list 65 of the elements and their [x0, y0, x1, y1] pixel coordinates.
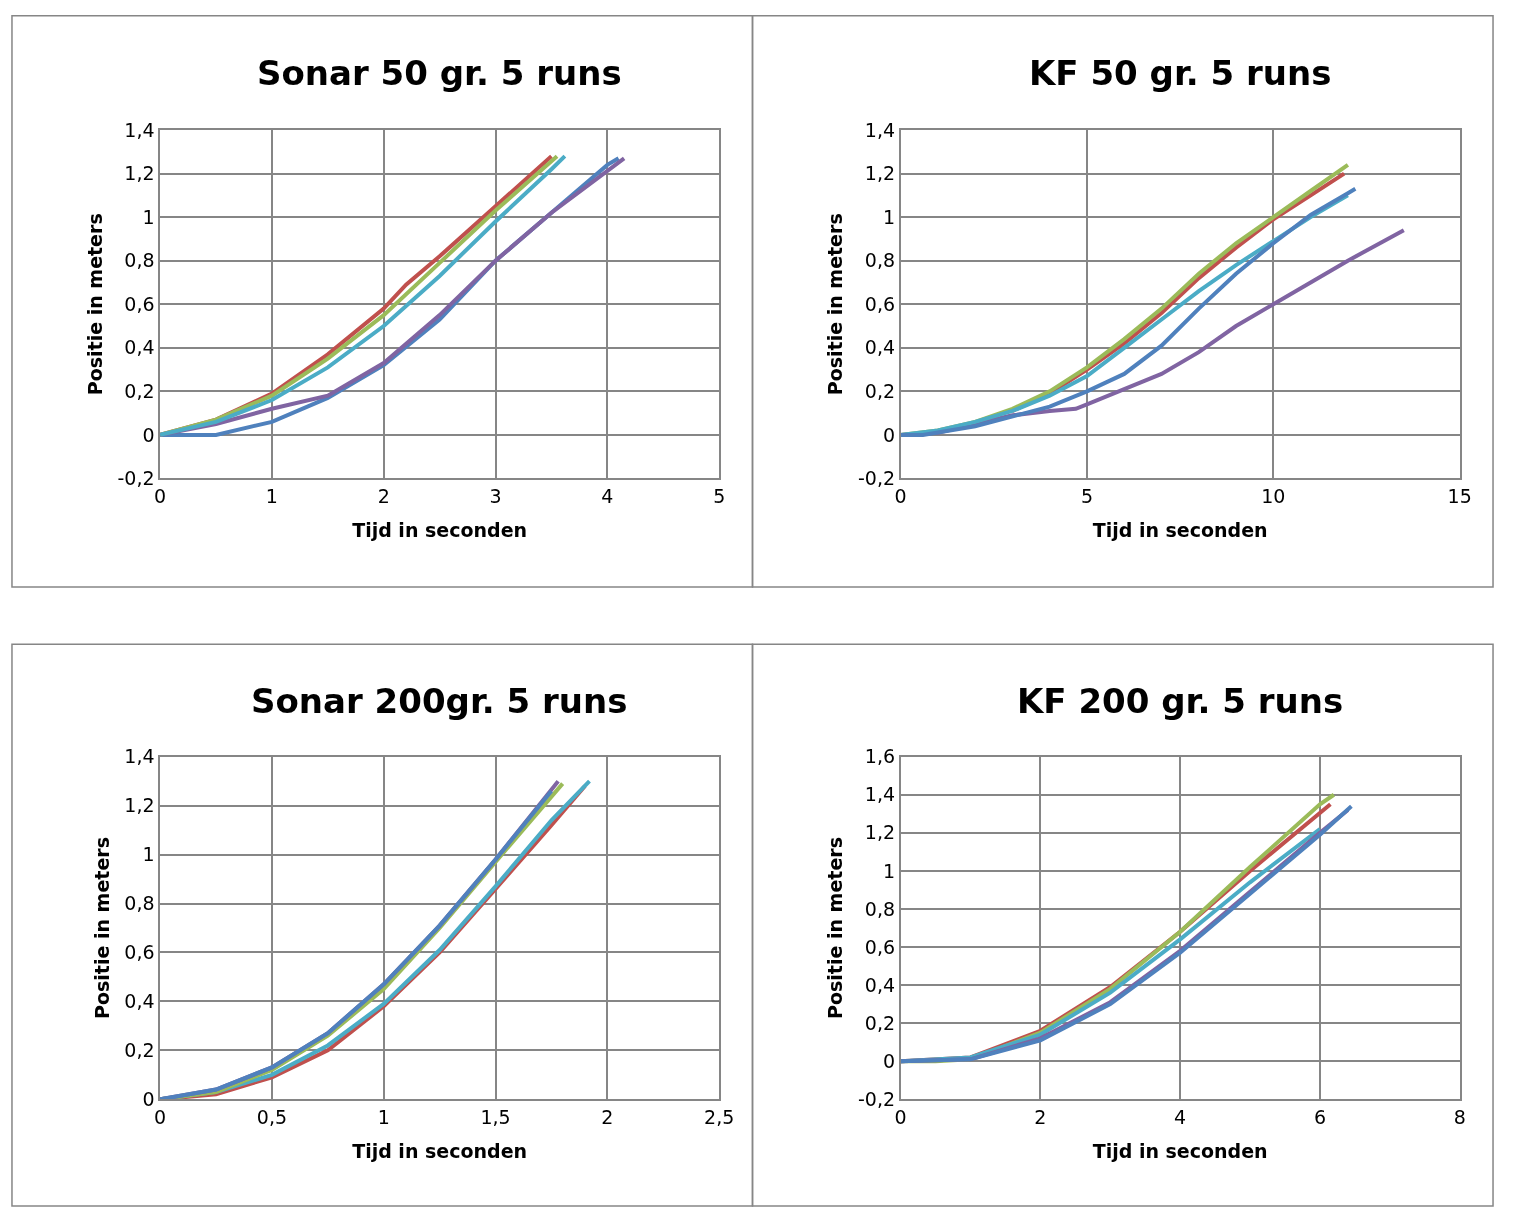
x-axis-title: Tijd in seconden — [1092, 1140, 1268, 1163]
x-axis-title: Tijd in seconden — [352, 1140, 528, 1163]
x-tick-label: 3 — [489, 485, 502, 508]
y-tick-label: 1,2 — [864, 162, 896, 185]
y-axis-title: Positie in meters — [83, 213, 106, 396]
y-tick-label: 0,8 — [864, 249, 896, 272]
y-tick-label: 1 — [882, 205, 896, 228]
chart-title: KF 200 gr. 5 runs — [1017, 681, 1344, 721]
y-tick-label: 1,4 — [124, 745, 155, 768]
x-tick-label: 2 — [377, 485, 390, 508]
y-tick-label: 0,4 — [124, 336, 155, 359]
y-tick-label: 0,4 — [864, 973, 896, 996]
y-tick-label: 0,8 — [124, 249, 155, 272]
y-tick-label: 0,4 — [864, 336, 896, 359]
y-tick-label: 0,6 — [124, 292, 155, 315]
y-axis-title: Positie in meters — [824, 213, 847, 396]
x-tick-label: 4 — [601, 485, 614, 508]
chart-title: Sonar 50 gr. 5 runs — [257, 53, 622, 93]
y-tick-label: 1,6 — [864, 745, 896, 768]
y-tick-label: 1 — [142, 843, 155, 866]
y-tick-label: 0,6 — [124, 941, 155, 964]
y-tick-label: 0,4 — [124, 990, 155, 1013]
y-tick-label: 0,2 — [124, 1038, 155, 1061]
x-tick-label: 15 — [1447, 485, 1472, 508]
x-tick-label: 2 — [601, 1105, 614, 1128]
y-tick-label: -0,2 — [857, 467, 896, 490]
y-tick-label: 0 — [882, 423, 896, 446]
x-tick-label: 1 — [377, 1105, 390, 1128]
y-tick-label: 0,2 — [124, 380, 155, 402]
y-tick-label: 0,8 — [124, 892, 155, 915]
x-tick-label: 5 — [713, 485, 726, 508]
y-tick-label: 1 — [882, 859, 896, 882]
x-tick-label: 6 — [1313, 1105, 1326, 1128]
chart-title: Sonar 200gr. 5 runs — [251, 681, 628, 721]
y-tick-label: 0,2 — [864, 380, 896, 402]
x-tick-label: 8 — [1453, 1105, 1466, 1128]
y-tick-label: -0,2 — [117, 467, 155, 490]
x-tick-label: 0,5 — [256, 1105, 288, 1128]
y-tick-label: 1,4 — [864, 118, 896, 141]
y-tick-label: 1,4 — [864, 783, 896, 806]
y-tick-label: 0,8 — [864, 897, 896, 920]
y-tick-label: 1,2 — [124, 794, 155, 817]
y-tick-label: -0,2 — [857, 1087, 896, 1110]
y-tick-label: 1,2 — [124, 162, 155, 185]
x-tick-label: 10 — [1261, 485, 1286, 508]
y-tick-label: 0,6 — [864, 292, 896, 315]
y-tick-label: 0 — [142, 423, 155, 446]
y-tick-label: 0,6 — [864, 935, 896, 958]
y-tick-label: 0,2 — [864, 1011, 896, 1034]
y-tick-label: 1 — [142, 205, 155, 228]
y-tick-label: 0 — [142, 1087, 155, 1110]
chart-title: KF 50 gr. 5 runs — [1029, 53, 1332, 93]
x-tick-label: 5 — [1080, 485, 1094, 508]
x-axis-title: Tijd in seconden — [1092, 519, 1268, 542]
y-axis-title: Positie in meters — [90, 837, 113, 1019]
y-axis-title: Positie in meters — [824, 837, 847, 1019]
x-tick-label: 4 — [1174, 1105, 1187, 1128]
x-tick-label: 1,5 — [480, 1105, 511, 1128]
x-tick-label: 2,5 — [704, 1105, 735, 1128]
y-tick-label: 1,4 — [124, 118, 155, 141]
x-tick-label: 1 — [265, 485, 278, 508]
y-tick-label: 1,2 — [864, 821, 896, 844]
x-axis-title: Tijd in seconden — [352, 519, 528, 542]
y-tick-label: 0 — [882, 1049, 896, 1072]
x-tick-label: 2 — [1034, 1105, 1047, 1128]
